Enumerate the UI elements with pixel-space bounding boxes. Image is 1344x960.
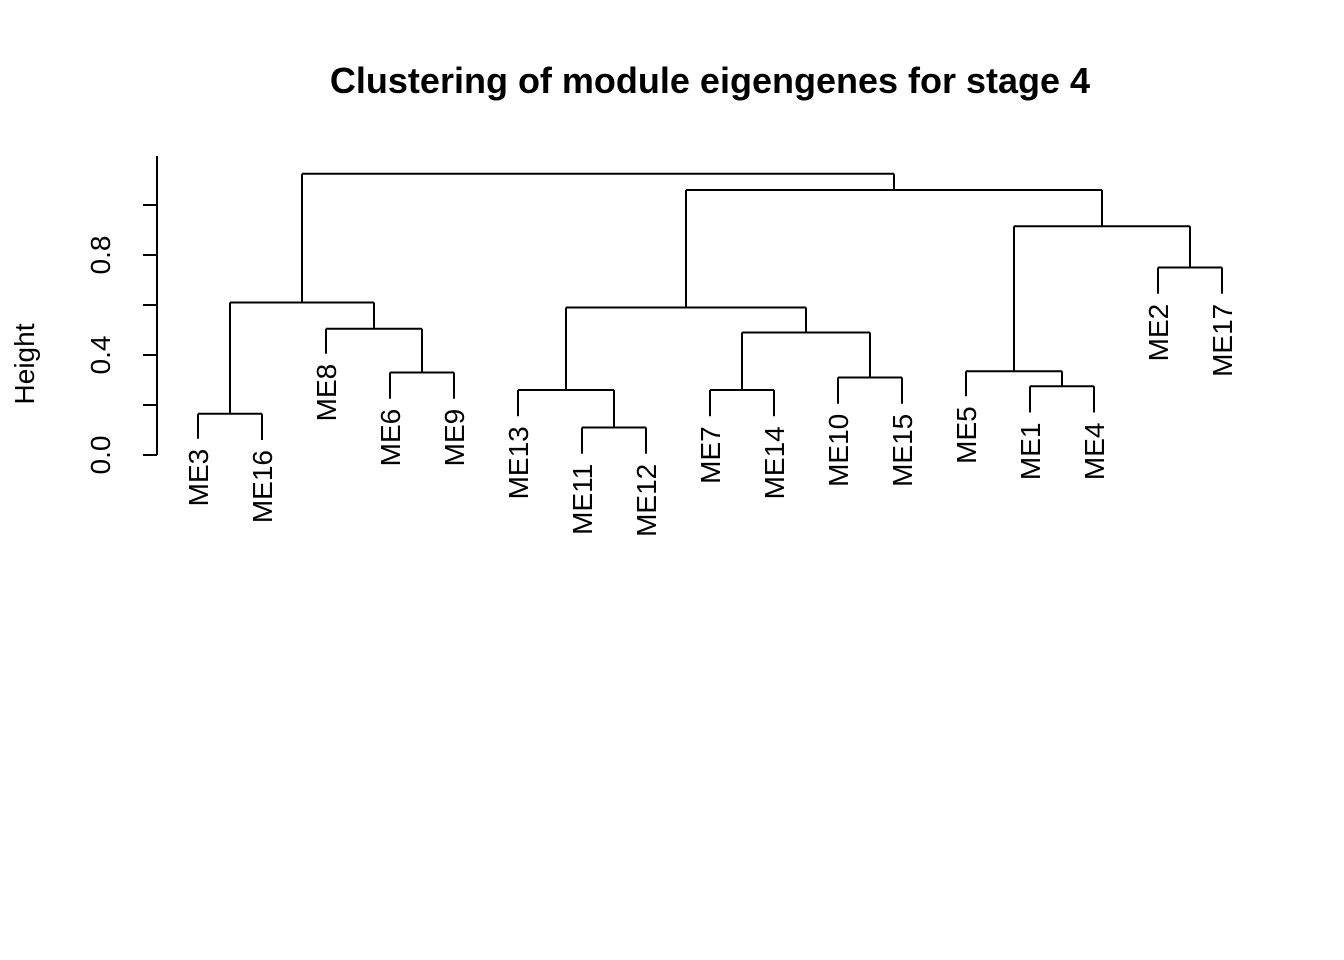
y-tick-label: 0.0 — [85, 436, 116, 475]
leaf-label: ME11 — [567, 464, 598, 535]
y-axis: 0.0 0.4 0.8 — [85, 156, 158, 475]
leaf-label: ME2 — [1143, 304, 1174, 362]
leaf-label: ME12 — [631, 464, 662, 537]
leaf-labels: ME3 ME16 ME8 ME6 ME9 ME13 ME11 ME12 ME7 ME14 ME10 M… — [183, 304, 1238, 537]
leaf-label: ME15 — [887, 414, 918, 487]
leaf-label: ME5 — [951, 406, 982, 464]
leaf-label: ME14 — [759, 426, 790, 499]
leaf-label: ME4 — [1079, 423, 1110, 481]
leaf-label: ME10 — [823, 414, 854, 487]
leaf-label: ME13 — [503, 426, 534, 499]
y-axis-label: Height — [9, 323, 40, 404]
leaf-label: ME6 — [375, 409, 406, 467]
leaf-label: ME7 — [695, 426, 726, 484]
leaf-label: ME16 — [247, 450, 278, 523]
dendrogram-tree — [197, 172, 1223, 454]
leaf-label: ME3 — [183, 449, 214, 507]
leaf-label: ME9 — [439, 409, 470, 467]
leaf-label: ME8 — [311, 364, 342, 422]
y-tick-label: 0.4 — [85, 336, 116, 375]
leaf-label: ME1 — [1015, 423, 1046, 481]
chart-title: Clustering of module eigengenes for stag… — [330, 60, 1090, 101]
leaf-label: ME17 — [1207, 304, 1238, 377]
y-tick-label: 0.8 — [85, 236, 116, 275]
